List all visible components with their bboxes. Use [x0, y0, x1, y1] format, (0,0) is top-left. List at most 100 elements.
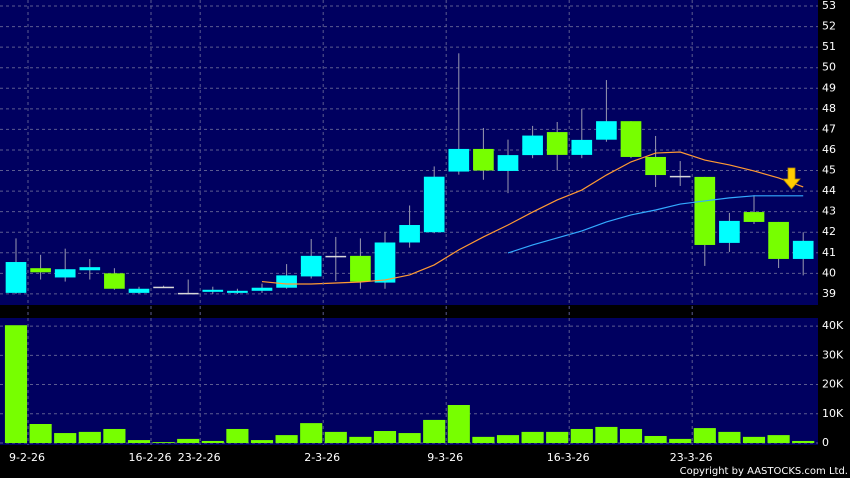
y-tick-label: 50: [822, 61, 836, 74]
candle-body: [669, 175, 691, 178]
volume-bar: [152, 442, 175, 443]
y-tick-label: 20K: [822, 378, 844, 391]
y-tick-label: 40: [822, 266, 836, 279]
candle-body: [546, 132, 568, 155]
candle-body: [276, 275, 297, 288]
candle-body: [104, 273, 125, 289]
y-tick-label: 48: [822, 102, 836, 115]
candle-body: [522, 135, 543, 156]
y-tick-label: 46: [822, 143, 836, 156]
volume-panel: [0, 318, 818, 445]
candle-body: [768, 221, 789, 259]
candle-body: [30, 268, 51, 273]
y-tick-label: 52: [822, 20, 836, 33]
candle-body: [620, 121, 642, 157]
volume-bar: [472, 436, 495, 443]
volume-bar: [177, 438, 200, 443]
candle-body: [399, 225, 420, 243]
y-tick-label: 47: [822, 122, 836, 135]
candle-body: [473, 148, 494, 171]
y-tick-label: 30K: [822, 348, 844, 361]
x-tick-label: 2-3-26: [304, 451, 340, 464]
volume-bar: [669, 438, 692, 443]
volume-bar: [373, 431, 397, 443]
volume-bar: [324, 431, 347, 443]
volume-bar: [103, 428, 126, 443]
volume-bar: [398, 433, 421, 443]
y-tick-label: 41: [822, 246, 836, 259]
volume-bar: [300, 423, 323, 443]
candle-body: [177, 292, 199, 295]
candle-body: [374, 242, 396, 283]
volume-bar: [201, 440, 224, 443]
volume-bar: [742, 436, 766, 443]
y-tick-label: 10K: [822, 407, 844, 420]
copyright: Copyright by AASTOCKS.com Ltd.: [680, 466, 848, 477]
volume-bar: [693, 428, 716, 443]
volume-bar: [29, 424, 52, 443]
y-tick-label: 44: [822, 184, 836, 197]
volume-bar: [595, 426, 618, 443]
candle-body: [54, 269, 76, 278]
volume-bar: [4, 325, 28, 443]
volume-bar: [250, 440, 274, 443]
volume-bar: [54, 433, 77, 443]
moving-average-line: [507, 195, 804, 254]
candle-body: [227, 290, 248, 293]
volume-bar: [644, 435, 667, 443]
x-tick-label: 16-3-26: [547, 451, 590, 464]
x-tick-label: 9-2-26: [9, 451, 45, 464]
candle-body: [571, 139, 593, 155]
candle-body: [128, 288, 150, 293]
candle-body: [792, 240, 814, 259]
signal-arrow: [782, 167, 801, 190]
volume-bar: [275, 435, 298, 443]
candle-body: [497, 155, 519, 171]
volume-bar: [496, 435, 520, 443]
volume-bar: [718, 431, 741, 443]
moving-average-line: [261, 151, 804, 285]
x-tick-label: 23-3-26: [670, 451, 713, 464]
volume-bar: [127, 440, 151, 443]
y-tick-label: 45: [822, 164, 836, 177]
volume-bar: [792, 440, 815, 443]
volume-bar: [570, 428, 593, 443]
price-panel: [0, 0, 818, 305]
candle-body: [743, 212, 765, 222]
x-tick-label: 23-2-26: [178, 451, 221, 464]
y-tick-label: 49: [822, 81, 836, 94]
candle-body: [448, 148, 470, 172]
volume-bar: [423, 419, 446, 443]
volume-bar: [767, 435, 790, 443]
volume-bar: [78, 431, 101, 443]
candle-body: [5, 262, 27, 293]
candle-body: [596, 121, 617, 140]
volume-bar: [226, 428, 249, 443]
candle-body: [79, 267, 101, 271]
candle-body: [202, 289, 224, 292]
y-tick-label: 43: [822, 205, 836, 218]
volume-bar: [521, 431, 544, 443]
candle-body: [300, 255, 322, 277]
candle-body: [350, 255, 371, 282]
candle-body: [325, 255, 347, 258]
candle-body: [645, 156, 666, 176]
y-tick-label: 51: [822, 40, 836, 53]
y-tick-label: 40K: [822, 319, 844, 332]
candle-body: [153, 286, 174, 289]
volume-bar: [447, 405, 470, 443]
y-tick-label: 42: [822, 225, 836, 238]
candle-body: [694, 176, 716, 245]
y-tick-label: 0: [822, 436, 829, 449]
volume-bar: [546, 431, 569, 443]
candle-body: [719, 220, 740, 243]
y-tick-label: 53: [822, 0, 836, 12]
x-tick-label: 16-2-26: [129, 451, 172, 464]
candle-body: [251, 287, 273, 291]
y-tick-label: 39: [822, 287, 836, 300]
candle-body: [423, 176, 445, 233]
x-tick-label: 9-3-26: [427, 451, 463, 464]
volume-bar: [619, 428, 643, 443]
